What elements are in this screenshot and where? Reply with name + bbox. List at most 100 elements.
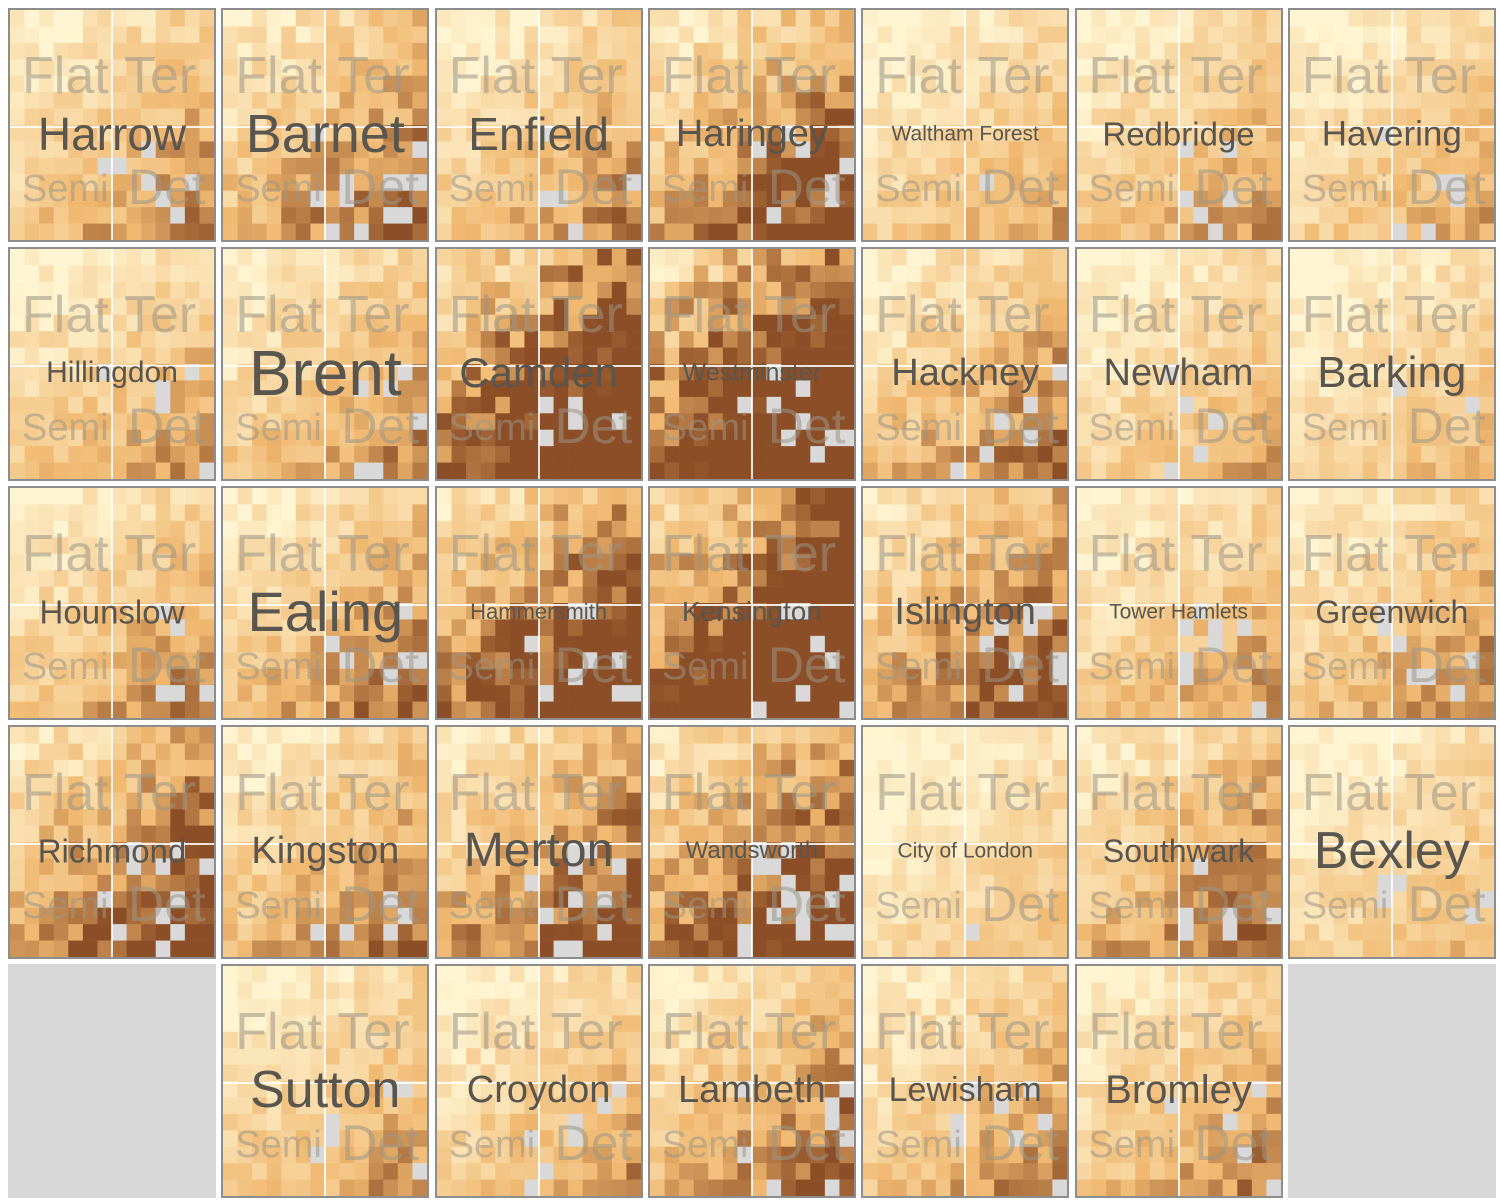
borough-tile-barking[interactable]: Flat Ter Semi Det Barking [1287, 247, 1496, 481]
heat-cell [766, 314, 782, 332]
heat-cell [708, 380, 724, 398]
heat-cell [1333, 462, 1349, 479]
heat-cell [369, 586, 384, 604]
heat-cell [325, 759, 341, 777]
heat-cell [863, 281, 879, 299]
borough-tile-merton[interactable]: Flat Ter Semi Det Merton [434, 725, 643, 959]
borough-tile-kensington[interactable]: Flat Ter Semi Det Kensington [647, 486, 856, 720]
heat-cell [237, 157, 253, 175]
heat-cell [553, 314, 569, 332]
borough-tile-ealing[interactable]: Flat Ter Semi Det Ealing [221, 486, 430, 720]
heat-cell [155, 940, 171, 957]
heat-cell [582, 668, 598, 686]
borough-tile-hackney[interactable]: Flat Ter Semi Det Hackney [861, 247, 1070, 481]
borough-tile-redbridge[interactable]: Flat Ter Semi Det Redbridge [1074, 8, 1283, 242]
heat-cell [296, 446, 312, 463]
heat-cell [199, 668, 214, 686]
heat-cell [877, 520, 893, 538]
heat-cell [1333, 265, 1349, 283]
heat-cell [708, 125, 724, 142]
heat-cell [781, 380, 796, 398]
borough-tile-hounslow[interactable]: Flat Ter Semi Det Hounslow [8, 486, 216, 720]
heat-cell [339, 553, 355, 571]
heat-cell [1289, 520, 1305, 538]
heat-cell [184, 603, 200, 620]
borough-tile-enfield[interactable]: Flat Ter Semi Det Enfield [434, 8, 643, 242]
heat-cell [68, 141, 84, 159]
heat-cell [965, 603, 981, 620]
borough-tile-barnet[interactable]: Flat Ter Semi Det Barnet [221, 8, 430, 242]
heat-cell [223, 364, 239, 381]
heat-cell [155, 281, 171, 299]
heat-cell [24, 586, 40, 604]
heat-cell [582, 537, 598, 555]
heat-cell [877, 537, 893, 555]
heat-cell [596, 347, 612, 365]
heat-cell [1348, 331, 1363, 348]
heat-cell [1178, 586, 1194, 604]
borough-tile-haringey[interactable]: Flat Ter Semi Det Haringey [647, 8, 856, 242]
heat-cell [39, 413, 55, 431]
heat-cell [664, 940, 680, 957]
heat-cell [465, 462, 481, 479]
heat-cell [97, 776, 113, 794]
borough-tile-brent[interactable]: Flat Ter Semi Det Brent [221, 247, 430, 481]
heat-cell [354, 874, 370, 892]
heat-cell [979, 413, 995, 431]
heat-cell [1304, 488, 1320, 505]
heat-cell [936, 586, 951, 604]
heat-cell [892, 537, 908, 555]
heat-cell [237, 347, 253, 365]
heat-cell [10, 727, 25, 744]
borough-tile-waltham-forest[interactable]: Flat Ter Semi Det Waltham Forest [861, 8, 1070, 242]
heat-cell [1251, 190, 1267, 208]
heat-cell [480, 759, 496, 777]
borough-tile-camden[interactable]: Flat Ter Semi Det Camden [434, 247, 643, 481]
borough-tile-newham[interactable]: Flat Ter Semi Det Newham [1074, 247, 1283, 481]
heat-cell [1420, 207, 1436, 224]
borough-tile-hammersmith[interactable]: Flat Ter Semi Det Hammersmith [434, 486, 643, 720]
heat-cell [693, 125, 709, 142]
heat-cell [494, 619, 510, 637]
heat-cell [863, 364, 879, 381]
heat-cell [39, 10, 55, 27]
heat-cell [1377, 281, 1393, 299]
heat-cell [708, 858, 724, 876]
heat-cell [626, 668, 641, 686]
heat-cell [1450, 586, 1465, 604]
heat-cell [412, 727, 428, 744]
heat-cell [664, 174, 680, 192]
heat-cell [1222, 125, 1238, 142]
heat-cell [1333, 504, 1349, 522]
heat-cell [810, 108, 826, 126]
heat-cell [538, 520, 554, 538]
heat-cell [398, 396, 414, 414]
borough-tile-tower-hamlets[interactable]: Flat Ter Semi Det Tower Hamlets [1074, 486, 1283, 720]
heat-cell [1406, 157, 1422, 175]
heat-cell [1289, 488, 1305, 505]
heat-cell [310, 190, 326, 208]
borough-tile-kingston[interactable]: Flat Ter Semi Det Kingston [221, 725, 430, 959]
heat-cell [1193, 265, 1208, 283]
heat-cell [906, 347, 922, 365]
borough-tile-hillingdon[interactable]: Flat Ter Semi Det Hillingdon [8, 247, 216, 481]
heat-cell [722, 59, 738, 77]
borough-tile-westminster[interactable]: Flat Ter Semi Det Westminster [647, 247, 856, 481]
borough-tile-richmond[interactable]: Flat Ter Semi Det Richmond [8, 725, 216, 959]
borough-tile-havering[interactable]: Flat Ter Semi Det Havering [1287, 8, 1496, 242]
heat-cell [649, 792, 665, 810]
heat-cell [664, 249, 680, 266]
heat-cell [39, 174, 55, 192]
heat-cell [751, 10, 767, 27]
heat-cell [1464, 108, 1480, 126]
heat-cell [354, 125, 370, 142]
borough-tile-islington[interactable]: Flat Ter Semi Det Islington [861, 486, 1070, 720]
heat-cell [354, 825, 370, 843]
borough-tile-wandsworth[interactable]: Flat Ter Semi Det Wandsworth [647, 725, 856, 959]
heat-cell [1435, 701, 1451, 718]
heat-cell [436, 249, 452, 266]
borough-tile-greenwich[interactable]: Flat Ter Semi Det Greenwich [1287, 486, 1496, 720]
heat-cell [722, 743, 738, 761]
borough-tile-harrow[interactable]: Flat Ter Semi Det Harrow [8, 8, 216, 242]
heat-cell [509, 842, 525, 859]
